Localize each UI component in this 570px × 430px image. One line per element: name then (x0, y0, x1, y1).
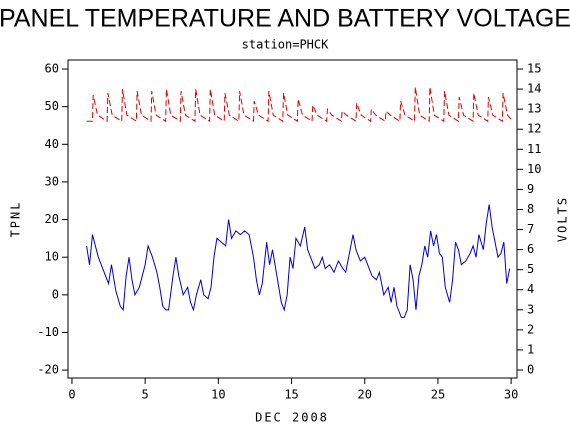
y2-tick-label: 7 (527, 222, 534, 236)
chart-subtitle: station=PHCK (242, 38, 329, 52)
y2-tick-label: 2 (527, 322, 534, 336)
y2-tick-label: 0 (527, 362, 534, 376)
chart-title: PANEL TEMPERATURE AND BATTERY VOLTAGE (0, 5, 570, 33)
y2-tick-label: 5 (527, 262, 534, 276)
y-tick-label: -10 (37, 325, 59, 339)
y2-tick-label: 12 (527, 122, 541, 136)
x-tick-label: 10 (211, 388, 225, 402)
y2-tick-label: 8 (527, 202, 534, 216)
y2-tick-label: 1 (527, 342, 534, 356)
x-tick-label: 25 (431, 388, 445, 402)
y-tick-label: 60 (45, 62, 59, 76)
x-tick-label: 0 (68, 388, 75, 402)
y2-tick-label: 13 (527, 102, 541, 116)
y2-tick-label: 6 (527, 242, 534, 256)
y-tick-label: 10 (45, 250, 59, 264)
y2-axis-label: VOLTS (556, 196, 570, 242)
y-tick-label: 0 (52, 287, 59, 301)
y2-tick-label: 15 (527, 62, 541, 76)
plot-frame (67, 59, 518, 379)
series-line (86, 204, 511, 318)
x-tick-label: 15 (284, 388, 298, 402)
y2-tick-label: 3 (527, 302, 534, 316)
y2-tick-label: 9 (527, 182, 534, 196)
y-tick-label: 30 (45, 174, 59, 188)
x-tick-label: 5 (142, 388, 149, 402)
series-line (86, 87, 512, 123)
y2-tick-label: 4 (527, 282, 534, 296)
y-tick-label: -20 (37, 363, 59, 377)
y-tick-label: 50 (45, 99, 59, 113)
x-tick-label: 20 (358, 388, 372, 402)
y-tick-label: 40 (45, 137, 59, 151)
y-axis-label: TPNL (9, 201, 23, 238)
y-tick-label: 20 (45, 212, 59, 226)
y2-tick-label: 11 (527, 142, 541, 156)
y2-tick-label: 14 (527, 82, 541, 96)
x-axis-label: DEC 2008 (255, 411, 329, 425)
y2-tick-label: 10 (527, 162, 541, 176)
x-tick-label: 30 (504, 388, 518, 402)
